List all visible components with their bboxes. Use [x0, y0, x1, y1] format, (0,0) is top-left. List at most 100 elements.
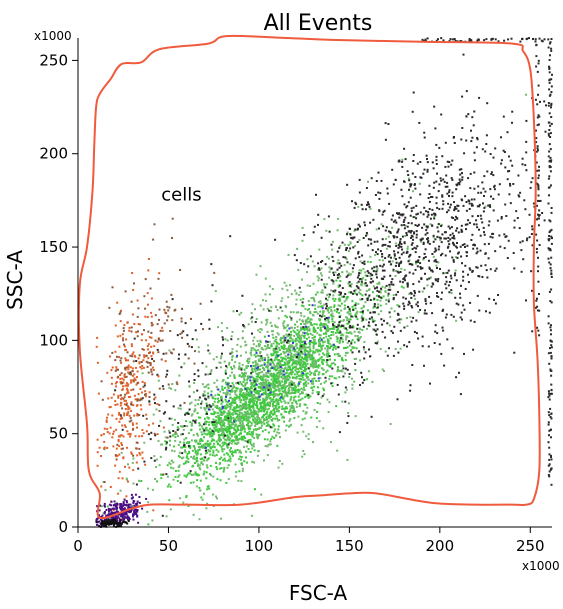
- event-point: [249, 417, 251, 419]
- event-point: [387, 193, 389, 195]
- event-point: [258, 428, 260, 430]
- event-point: [312, 261, 314, 263]
- event-point: [233, 384, 235, 386]
- event-point: [430, 218, 432, 220]
- event-point: [393, 237, 395, 239]
- event-point: [380, 250, 382, 252]
- event-point: [239, 422, 241, 424]
- event-point: [267, 346, 269, 348]
- event-point: [408, 230, 410, 232]
- event-point: [305, 404, 307, 406]
- event-point: [358, 292, 360, 294]
- event-point: [300, 399, 302, 401]
- event-point: [262, 358, 264, 360]
- event-point: [186, 460, 188, 462]
- event-point: [409, 263, 411, 265]
- event-point: [487, 205, 489, 207]
- event-point: [238, 419, 240, 421]
- event-point: [265, 293, 267, 295]
- event-point: [548, 47, 550, 49]
- event-point: [279, 436, 281, 438]
- event-point: [401, 249, 403, 251]
- event-point: [525, 169, 527, 171]
- event-point: [268, 372, 270, 374]
- event-point: [278, 432, 280, 434]
- event-point: [236, 344, 238, 346]
- event-point: [537, 281, 539, 283]
- event-point: [538, 188, 540, 190]
- event-point: [230, 402, 232, 404]
- event-point: [510, 160, 512, 162]
- event-point: [313, 374, 315, 376]
- event-point: [348, 376, 350, 378]
- event-point: [201, 434, 203, 436]
- event-point: [461, 198, 463, 200]
- event-point: [511, 38, 513, 40]
- event-point: [339, 321, 341, 323]
- event-point: [220, 479, 222, 481]
- event-point: [249, 395, 251, 397]
- event-point: [446, 211, 448, 213]
- event-point: [209, 435, 211, 437]
- event-point: [289, 367, 291, 369]
- event-point: [256, 378, 258, 380]
- event-point: [455, 188, 457, 190]
- event-point: [320, 303, 322, 305]
- event-point: [249, 425, 251, 427]
- event-point: [297, 269, 299, 271]
- event-point: [354, 335, 356, 337]
- event-point: [392, 260, 394, 262]
- event-point: [314, 300, 316, 302]
- event-point: [230, 385, 232, 387]
- event-point: [281, 288, 283, 290]
- event-point: [269, 374, 271, 376]
- event-point: [446, 182, 448, 184]
- event-point: [368, 370, 370, 372]
- event-point: [431, 214, 433, 216]
- event-point: [194, 373, 196, 375]
- event-point: [358, 287, 360, 289]
- event-point: [244, 411, 246, 413]
- event-point: [301, 398, 303, 400]
- event-point: [309, 348, 311, 350]
- event-point: [304, 418, 306, 420]
- event-point: [265, 429, 267, 431]
- event-point: [537, 330, 539, 332]
- event-point: [343, 367, 345, 369]
- event-point: [427, 284, 429, 286]
- event-point: [368, 325, 370, 327]
- event-point: [302, 364, 304, 366]
- event-point: [385, 351, 387, 353]
- event-point: [368, 349, 370, 351]
- event-point: [270, 310, 272, 312]
- event-point: [232, 455, 234, 457]
- event-point: [337, 263, 339, 265]
- event-point: [402, 303, 404, 305]
- event-point: [215, 290, 217, 292]
- event-point: [436, 292, 438, 294]
- event-point: [236, 398, 238, 400]
- event-point: [386, 285, 388, 287]
- event-point: [298, 358, 300, 360]
- event-point: [221, 353, 223, 355]
- event-point: [470, 320, 472, 322]
- event-point: [355, 307, 357, 309]
- event-point: [486, 102, 488, 104]
- y-axis-label: SSC-A: [3, 250, 27, 310]
- event-point: [412, 236, 414, 238]
- event-point: [256, 376, 258, 378]
- event-point: [531, 225, 533, 227]
- event-point: [434, 342, 436, 344]
- event-point: [461, 127, 463, 129]
- event-point: [241, 395, 243, 397]
- event-point: [460, 139, 462, 141]
- event-point: [208, 421, 210, 423]
- event-point: [339, 285, 341, 287]
- event-point: [345, 387, 347, 389]
- event-point: [448, 226, 450, 228]
- event-point: [236, 350, 238, 352]
- event-point: [411, 207, 413, 209]
- event-point: [295, 391, 297, 393]
- y-tick-label: 50: [49, 425, 68, 443]
- event-point: [172, 435, 174, 437]
